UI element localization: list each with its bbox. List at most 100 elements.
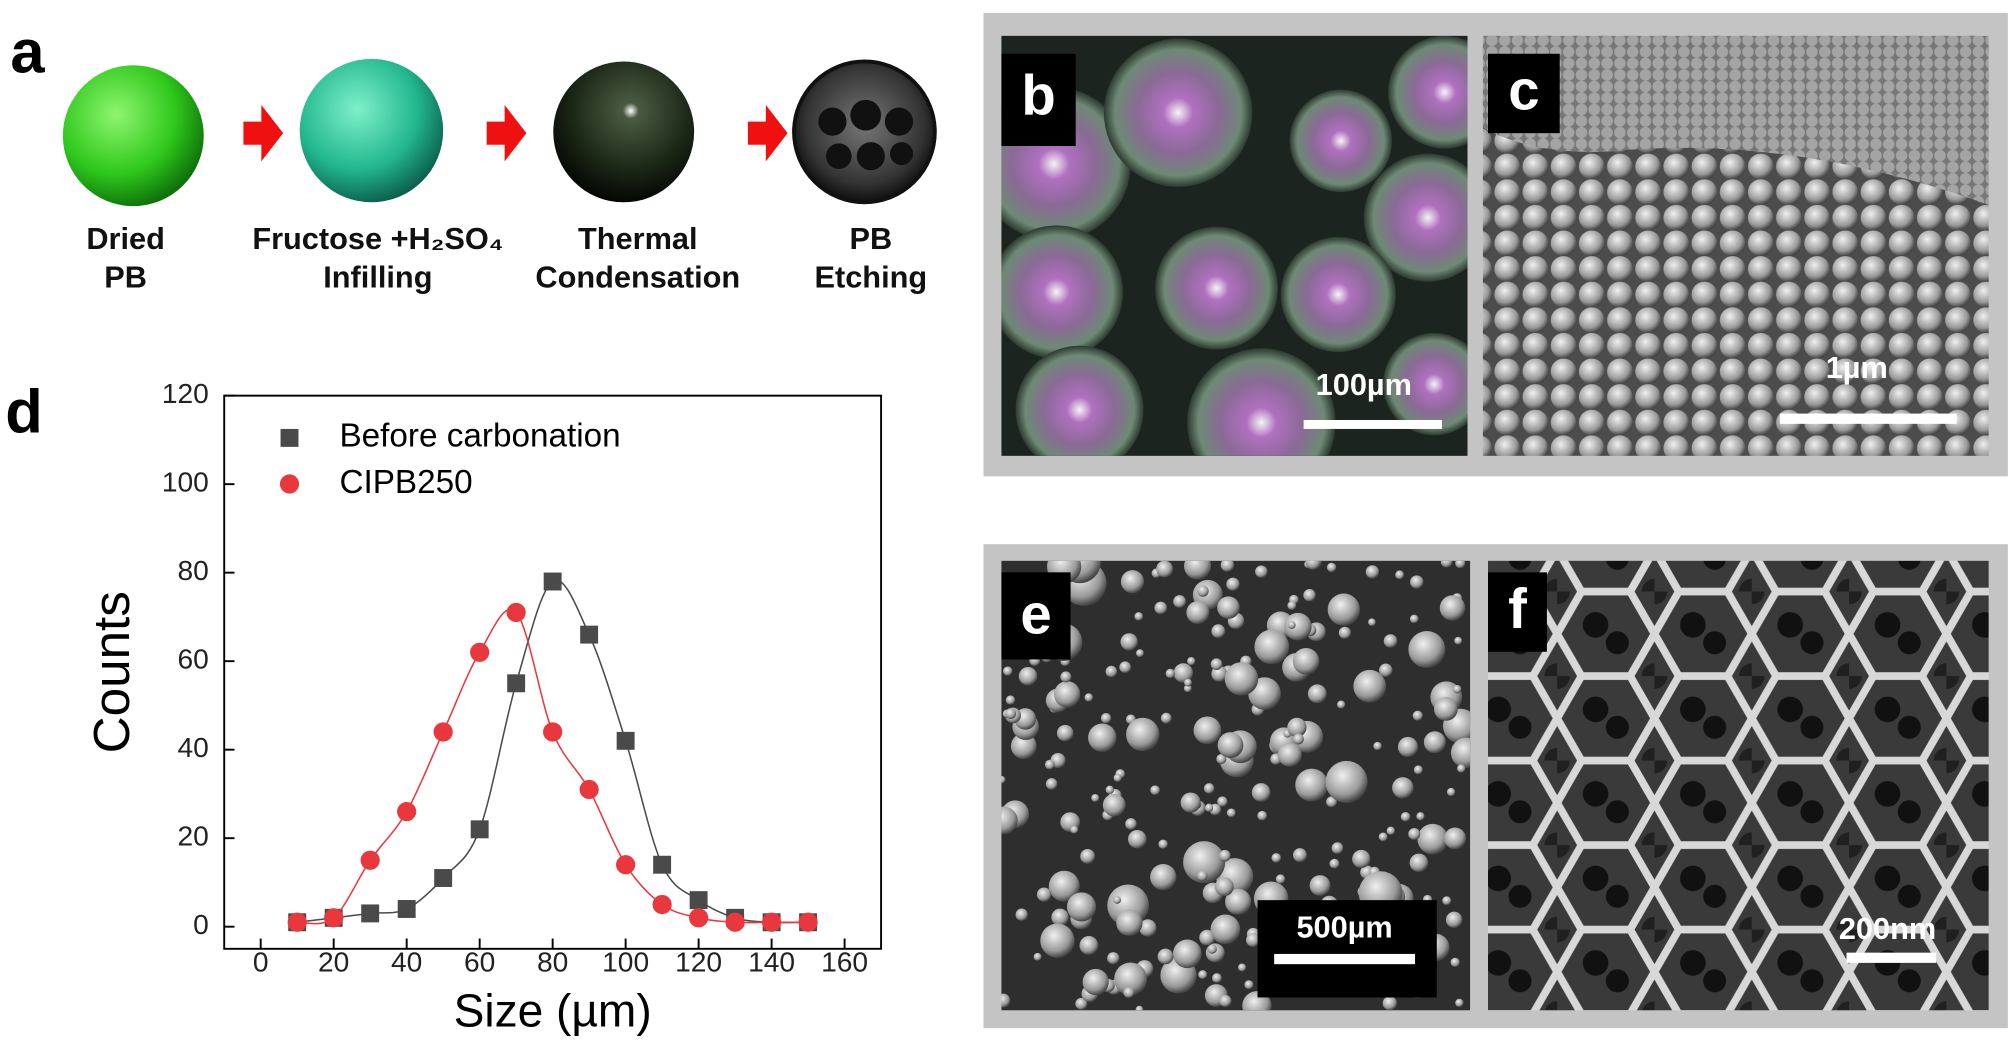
- particle: [1119, 661, 1132, 674]
- particle: [1184, 678, 1192, 687]
- particle: [1220, 560, 1235, 572]
- particle: [1199, 929, 1215, 946]
- particle: [1217, 732, 1244, 759]
- particle: [1287, 717, 1307, 738]
- particle: [1410, 575, 1424, 589]
- particle: [1001, 993, 1011, 1008]
- y-tick-label: 40: [178, 732, 209, 763]
- scale-bar-label: 500µm: [1296, 910, 1392, 945]
- icon-condensed: [553, 61, 695, 203]
- label-box: [1001, 53, 1076, 146]
- legend-label: CIPB250: [339, 464, 472, 501]
- particle: [1114, 962, 1148, 996]
- etch-holes: [818, 99, 914, 171]
- marker: [761, 912, 782, 932]
- particle: [1173, 595, 1186, 608]
- scale-bar-label: 1µm: [1826, 350, 1888, 385]
- label-box: [1488, 53, 1560, 134]
- scale-bar-label: 100µm: [1316, 367, 1412, 402]
- marker: [616, 731, 635, 750]
- particle: [1307, 684, 1327, 704]
- particle: [1325, 760, 1368, 803]
- particle: [1224, 662, 1259, 696]
- particle: [1156, 560, 1174, 578]
- particle: [1126, 717, 1160, 752]
- particle: [1134, 612, 1144, 621]
- particle: [1139, 919, 1157, 937]
- particle: [1120, 633, 1138, 651]
- particle: [1005, 695, 1016, 705]
- particle: [1005, 708, 1017, 720]
- x-tick-label: 0: [253, 947, 269, 978]
- particle: [1455, 998, 1464, 1008]
- label-box: [1488, 572, 1547, 652]
- particle: [1088, 723, 1117, 752]
- particle: [1091, 794, 1100, 802]
- marker: [470, 642, 490, 662]
- particle: [1010, 733, 1037, 759]
- particle: [1352, 849, 1371, 869]
- particle: [1423, 731, 1446, 754]
- x-tick-label: 100: [602, 947, 649, 978]
- particle: [1165, 668, 1175, 679]
- particle: [1187, 657, 1196, 666]
- particle: [1255, 565, 1268, 578]
- particle: [1070, 825, 1079, 834]
- arrows: [243, 104, 788, 162]
- particle: [1180, 792, 1201, 813]
- particle: [1113, 773, 1122, 782]
- marker: [324, 908, 344, 928]
- micrograph-f: [1488, 560, 1989, 1011]
- particle: [1197, 585, 1209, 597]
- particle: [1053, 681, 1081, 708]
- particle: [1123, 987, 1135, 998]
- particle: [1066, 892, 1097, 922]
- particle: [1409, 614, 1419, 624]
- particle: [1219, 849, 1231, 862]
- particle: [1040, 923, 1075, 958]
- marker: [616, 855, 636, 875]
- particle: [1183, 684, 1192, 693]
- particle: [1225, 888, 1252, 915]
- particle: [1051, 908, 1069, 927]
- marker: [507, 674, 526, 693]
- particle: [1075, 997, 1088, 1010]
- particle: [1060, 671, 1072, 683]
- panel-label: c: [1508, 59, 1539, 122]
- particle: [1210, 914, 1241, 945]
- particle: [1018, 666, 1038, 686]
- y-tick-label: 20: [178, 821, 209, 852]
- particle: [1150, 863, 1177, 891]
- legend-marker: [279, 474, 300, 494]
- particle: [1105, 785, 1114, 794]
- particle: [1193, 716, 1222, 745]
- particle: [1116, 909, 1143, 936]
- particle: [1455, 560, 1466, 569]
- particle: [1003, 666, 1013, 676]
- particle: [1446, 787, 1456, 797]
- particle: [1439, 595, 1466, 621]
- particle: [1434, 697, 1458, 721]
- particle: [1383, 634, 1398, 648]
- particle: [1287, 601, 1297, 610]
- particle: [1154, 601, 1168, 615]
- marker: [725, 912, 745, 932]
- scale-bar: [1303, 419, 1442, 429]
- particle: [1292, 733, 1304, 745]
- particle: [1326, 796, 1338, 808]
- particle: [1214, 877, 1234, 897]
- particle: [1158, 839, 1168, 849]
- particle: [1150, 785, 1160, 796]
- y-tick-label: 120: [162, 378, 209, 409]
- particle: [1105, 665, 1118, 678]
- particle: [1331, 842, 1344, 854]
- particle: [1084, 693, 1093, 702]
- particle: [1056, 724, 1074, 742]
- icon-dried-pb: [62, 65, 204, 207]
- y-tick-label: 0: [193, 909, 209, 940]
- x-tick-label: 120: [675, 947, 722, 978]
- particle: [1413, 765, 1423, 775]
- marker: [689, 891, 708, 910]
